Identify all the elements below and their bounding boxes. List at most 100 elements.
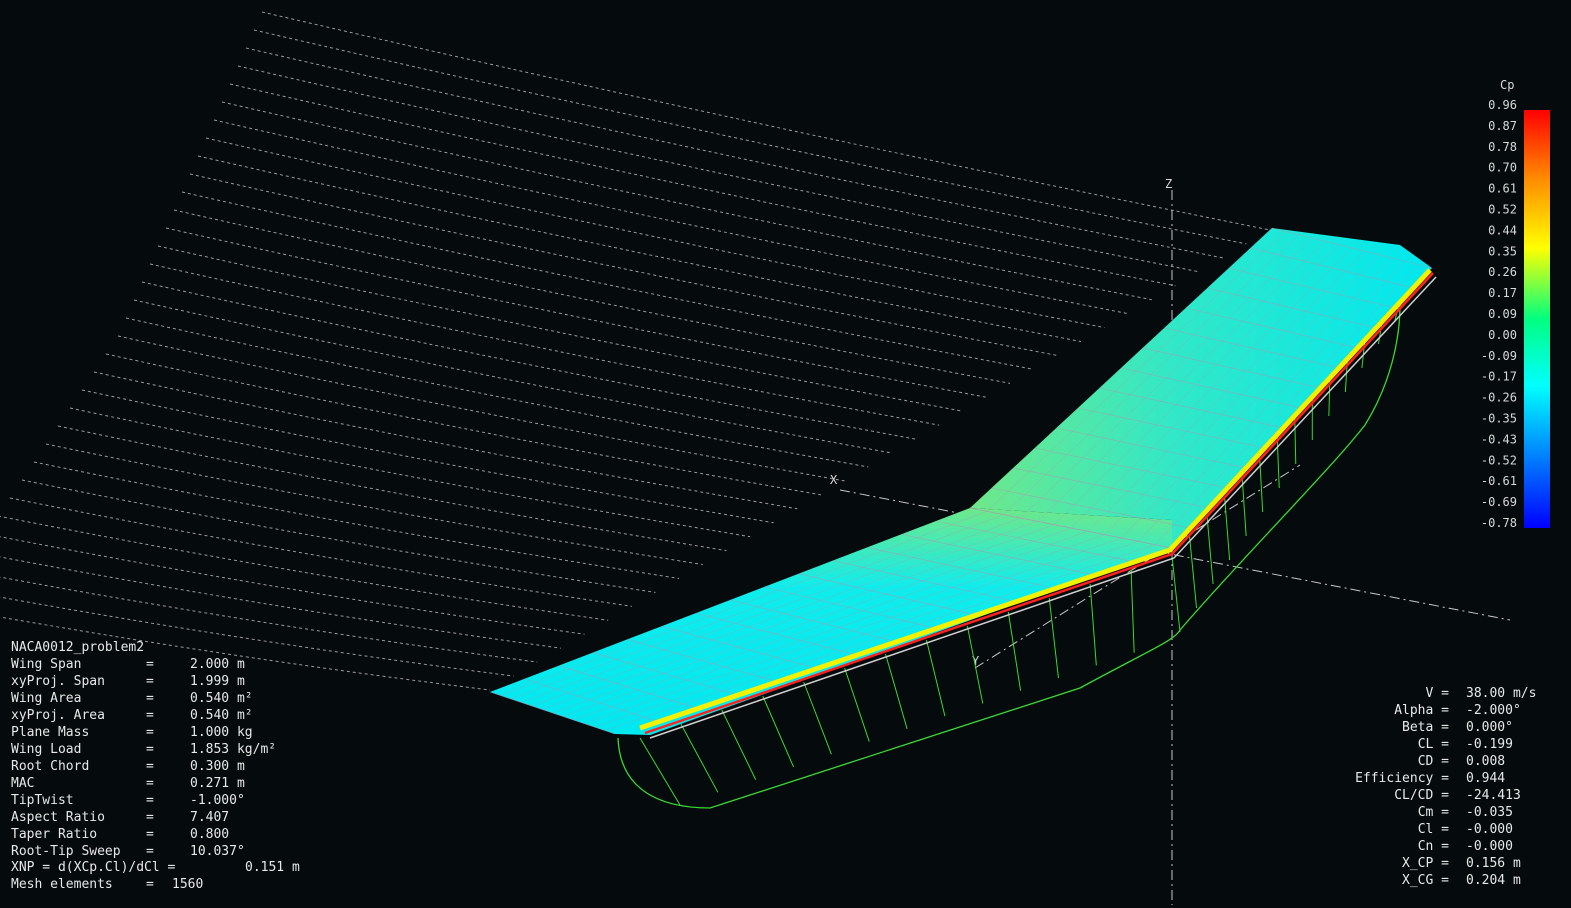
lift-vector <box>1224 496 1231 561</box>
property-label: MAC <box>11 776 34 791</box>
axis-label-y: Y <box>972 654 980 668</box>
lift-vector <box>1189 536 1198 609</box>
legend-tick: -0.17 <box>1481 370 1517 384</box>
results-panel: V = 38.00 m/s Alpha = -2.000° Beta = 0.000° CL… <box>1355 686 1536 888</box>
streamline <box>0 616 491 691</box>
streamline <box>221 101 1152 301</box>
lift-vector <box>639 737 681 806</box>
streamline <box>253 29 1247 245</box>
property-value: 2.000 m <box>190 657 245 672</box>
legend-tick: -0.61 <box>1481 474 1517 488</box>
property-eq: = <box>146 793 154 808</box>
streamline <box>117 335 845 482</box>
property-label: TipTwist <box>11 793 74 808</box>
mesh-line <box>510 234 1299 700</box>
legend-tick: 0.61 <box>1488 182 1517 196</box>
streamline <box>45 443 703 566</box>
property-eq: = <box>146 657 154 672</box>
lift-vector <box>966 625 984 704</box>
mesh-line <box>594 261 1406 728</box>
lift-vector <box>1089 583 1097 666</box>
legend-color-bar <box>1524 110 1550 528</box>
axis-label-z: Z <box>1165 177 1172 191</box>
mesh-line <box>573 254 1379 721</box>
streamline <box>181 191 1034 370</box>
property-value: 0.540 m² <box>190 691 253 706</box>
streamline <box>261 11 1271 231</box>
streamline <box>57 425 727 552</box>
result-label: Cl = <box>1418 822 1449 837</box>
property-value: 0.271 m <box>190 776 245 791</box>
legend-tick: 0.78 <box>1488 140 1517 154</box>
result-value: 38.00 m/s <box>1466 686 1536 701</box>
mesh-line <box>562 251 1366 717</box>
property-eq: = <box>146 776 154 791</box>
result-label: CL/CD = <box>1394 788 1449 803</box>
result-label: Cn = <box>1418 839 1449 854</box>
property-label: Wing Area <box>11 691 81 706</box>
legend-tick: 0.00 <box>1488 328 1517 342</box>
legend-tick: -0.78 <box>1481 516 1517 530</box>
mesh-line <box>541 244 1339 710</box>
streamline <box>0 596 514 677</box>
property-eq: = <box>146 844 154 859</box>
mesh-label: Mesh elements <box>11 877 113 892</box>
property-label: xyProj. Span <box>11 674 105 689</box>
property-label: Wing Load <box>11 742 81 757</box>
streamline <box>9 497 632 607</box>
legend-tick: -0.52 <box>1481 453 1517 467</box>
lift-vector <box>680 723 719 793</box>
result-value: -0.000 <box>1466 822 1513 837</box>
mesh-eq: = <box>146 877 154 892</box>
streamline <box>0 536 585 635</box>
streamline <box>133 299 892 454</box>
streamline <box>157 245 963 412</box>
wing-surface[interactable] <box>489 227 1437 739</box>
streamline <box>21 479 656 593</box>
xnp-value: 0.151 m <box>245 860 300 875</box>
property-eq: = <box>146 742 154 757</box>
legend-tick: 0.96 <box>1488 98 1517 112</box>
mesh-line <box>604 264 1419 731</box>
lift-vector <box>803 681 832 755</box>
streamline <box>125 317 869 468</box>
property-value: 1.999 m <box>190 674 245 689</box>
legend-tick: 0.70 <box>1488 161 1517 175</box>
result-label: CD = <box>1418 754 1449 769</box>
wing-mesh-lines <box>489 227 1433 735</box>
lift-envelope <box>617 304 1401 809</box>
property-value: 0.300 m <box>190 759 245 774</box>
result-value: -0.000 <box>1466 839 1513 854</box>
property-value: -1.000° <box>190 793 245 808</box>
streamline <box>165 227 987 398</box>
lift-vector <box>721 709 757 780</box>
mesh-value: 1560 <box>172 877 203 892</box>
lift-vector <box>1048 597 1059 679</box>
result-value: -24.413 <box>1466 788 1521 803</box>
streamline <box>141 281 916 440</box>
lift-vector <box>1241 477 1247 537</box>
cp-legend: Cp 0.960.870.780.700.610.520.440.350.260… <box>1481 78 1550 530</box>
mesh-line <box>500 231 1286 696</box>
property-eq: = <box>146 725 154 740</box>
result-value: -0.199 <box>1466 737 1513 752</box>
leading-edge-red <box>644 272 1434 735</box>
lift-vector <box>885 653 908 729</box>
result-value: 0.204 m <box>1466 873 1521 888</box>
project-name: NACA0012_problem2 <box>11 640 144 655</box>
legend-tick: 0.52 <box>1488 203 1517 217</box>
streamline <box>237 65 1200 273</box>
property-value: 7.407 <box>190 810 229 825</box>
legend-tick: 0.87 <box>1488 119 1517 133</box>
result-label: X_CP = <box>1402 856 1449 871</box>
mesh-line <box>531 241 1326 707</box>
xnp-label: XNP = d(XCp.Cl)/dCl = <box>11 860 176 875</box>
property-label: Root Chord <box>11 759 89 774</box>
result-label: Cm = <box>1418 805 1449 820</box>
property-label: Aspect Ratio <box>11 810 105 825</box>
streamline <box>173 209 1011 384</box>
property-eq: = <box>146 827 154 842</box>
mesh-line <box>521 237 1313 703</box>
property-eq: = <box>146 759 154 774</box>
